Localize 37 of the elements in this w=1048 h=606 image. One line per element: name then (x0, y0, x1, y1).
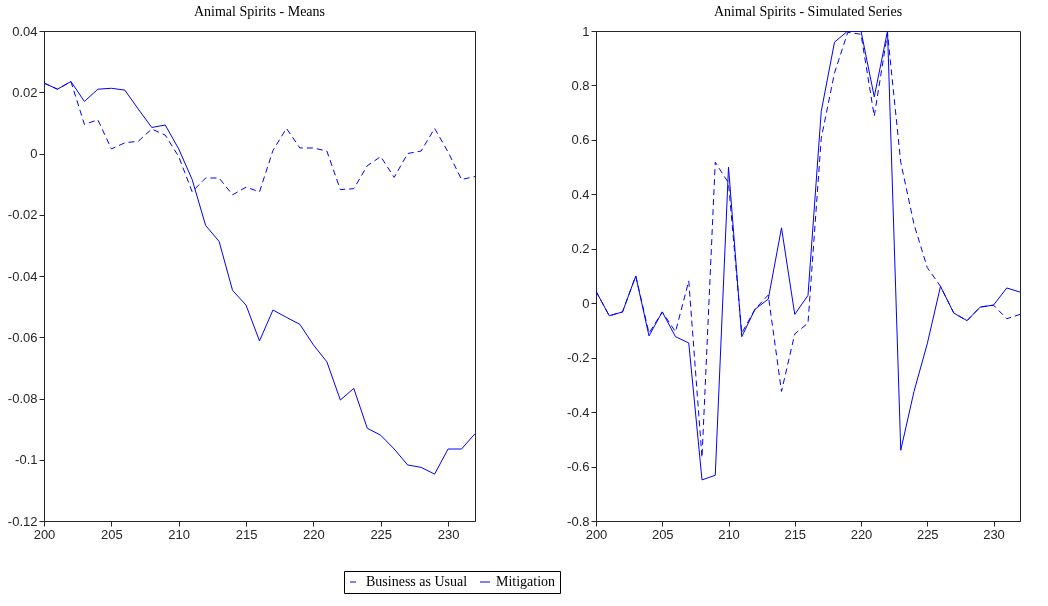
x-tick-label: 205 (651, 526, 674, 542)
y-tick-label: -0.02 (7, 207, 38, 223)
y-tick-label: -0.04 (7, 268, 38, 284)
x-tick-label: 210 (168, 526, 191, 542)
y-tick-label: -0.12 (7, 513, 38, 529)
y-tick-label: 0.4 (571, 186, 590, 202)
chart-title: Animal Spirits - Simulated Series (713, 4, 903, 19)
x-tick-label: 230 (437, 526, 460, 542)
y-tick-label: -0.1 (15, 452, 38, 468)
x-tick-label: 230 (983, 526, 1005, 542)
y-tick-label: 0 (30, 146, 38, 161)
x-tick-label: 225 (370, 526, 393, 542)
legend-label: Business as Usual (366, 574, 468, 589)
y-tick-label: -0.2 (567, 350, 590, 366)
y-tick-label: 0.04 (12, 23, 38, 39)
y-tick-label: 0 (582, 295, 590, 311)
y-tick-label: -0.06 (7, 329, 38, 345)
y-tick-label: -0.08 (7, 391, 38, 406)
y-tick-label: 0.6 (571, 132, 590, 148)
y-tick-label: 0.02 (12, 84, 38, 100)
x-tick-label: 210 (718, 526, 740, 542)
x-tick-label: 225 (916, 526, 939, 542)
x-tick-label: 215 (235, 526, 258, 542)
x-tick-label: 220 (303, 526, 325, 542)
y-tick-label: -0.4 (567, 404, 590, 420)
y-tick-label: 0.2 (571, 241, 590, 257)
x-tick-label: 200 (33, 526, 56, 542)
y-tick-label: -0.8 (567, 513, 590, 529)
x-tick-label: 220 (850, 526, 873, 542)
legend-label: Mitigation (496, 574, 556, 589)
x-tick-label: 215 (784, 526, 807, 542)
x-tick-label: 205 (100, 526, 123, 542)
x-tick-label: 200 (585, 526, 608, 542)
chart-title: Animal Spirits - Means (193, 4, 326, 19)
y-tick-label: 0.8 (571, 77, 590, 93)
y-tick-label: -0.6 (567, 459, 590, 475)
y-tick-label: 1 (582, 23, 590, 39)
